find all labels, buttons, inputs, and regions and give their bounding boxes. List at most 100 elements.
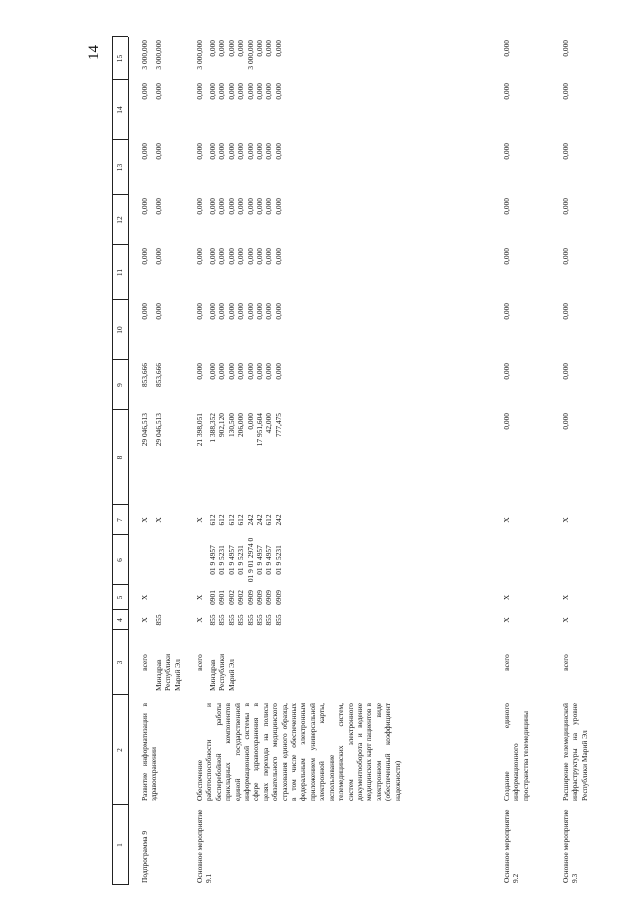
table-cell: 206,000 xyxy=(236,413,246,438)
table-cell: 01 9 01 2974 0 xyxy=(245,537,255,583)
row-label: Основное мероприятие 9.2 xyxy=(502,809,521,883)
table-cell: 0,000 xyxy=(561,413,570,430)
column-number: 1 xyxy=(115,843,124,847)
table-cell: 0901 xyxy=(217,590,227,605)
table-cell: 0,000 xyxy=(195,83,204,100)
table-cell: 0,000 xyxy=(236,143,246,160)
row-description: Создание единого информационного простра… xyxy=(502,703,530,801)
table-cell: 855 xyxy=(273,614,283,626)
table-cell: 0,000 xyxy=(226,248,236,265)
table-cell: 0,000 xyxy=(264,40,274,57)
table-cell: 0,000 xyxy=(255,248,264,265)
table-cell: 0,000 xyxy=(154,83,163,100)
table-cell: 855 xyxy=(245,614,255,626)
table-cell: 0,000 xyxy=(195,303,204,320)
table-cell: 0,000 xyxy=(502,363,511,380)
table-cell: 853,666 xyxy=(154,363,163,388)
table-cell: 0,000 xyxy=(561,363,570,380)
table-cell: 0,000 xyxy=(245,198,255,215)
table-cell: Минздрав Республики Марий Эл xyxy=(208,653,236,691)
table-cell: 0,000 xyxy=(255,143,264,160)
table-cell: 0,000 xyxy=(217,40,227,57)
table-cell: 0,000 xyxy=(208,248,217,265)
row-description: Расширение телемедицинской инфраструктур… xyxy=(561,703,589,801)
table-cell: 01 9 4957 xyxy=(255,545,264,575)
table-cell: X xyxy=(561,517,570,523)
table-cell: 0,000 xyxy=(217,363,227,380)
page-number: 14 xyxy=(86,45,102,60)
column-number: 2 xyxy=(115,748,124,752)
column-number: 7 xyxy=(115,518,124,522)
column-number: 3 xyxy=(115,660,124,665)
table-cell: 29 046,513 xyxy=(154,413,163,447)
table-cell: 0,000 xyxy=(195,363,204,380)
table-cell: X xyxy=(502,517,511,523)
row-label: Подпрограмма 9 xyxy=(140,830,149,883)
table-cell: X xyxy=(502,617,511,623)
table-cell: 0,000 xyxy=(502,413,511,430)
table-cell: 0,000 xyxy=(208,143,217,160)
table-cell: 0,000 xyxy=(245,143,255,160)
table-cell: 0,000 xyxy=(255,40,264,57)
table-cell: 0902 xyxy=(236,590,246,605)
table-cell: 0,000 xyxy=(236,198,246,215)
table-cell: 0,000 xyxy=(502,83,511,100)
table-cell: 0,000 xyxy=(226,143,236,160)
column-number: 12 xyxy=(115,216,124,224)
table-cell: 0,000 xyxy=(226,198,236,215)
table-cell: 0,000 xyxy=(195,143,204,160)
column-number: 15 xyxy=(115,54,124,63)
table-cell: 0,000 xyxy=(502,248,511,265)
table-cell: 0,000 xyxy=(245,303,255,320)
column-number: 4 xyxy=(115,618,124,622)
table-cell: 0,000 xyxy=(264,83,274,100)
table-cell: 3 000,000 xyxy=(140,40,149,70)
table-cell: 0,000 xyxy=(273,248,283,265)
table-cell: 0,000 xyxy=(245,83,255,100)
table-cell: 242 xyxy=(273,514,283,526)
table-cell: 3 000,000 xyxy=(195,40,204,70)
column-number: 8 xyxy=(115,455,124,460)
table-cell: X xyxy=(140,594,149,601)
table-cell: всего xyxy=(561,654,570,671)
table-cell: 612 xyxy=(264,514,274,526)
table-cell: 0,000 xyxy=(195,248,204,265)
table-cell: 0,000 xyxy=(217,303,227,320)
row-label: Основное мероприятие 9.1 xyxy=(195,809,214,883)
table-cell: X xyxy=(140,617,149,623)
column-number: 11 xyxy=(115,268,124,277)
table-cell: 17 951,604 xyxy=(255,413,264,447)
table-cell: всего xyxy=(195,654,204,671)
table-cell: 0,000 xyxy=(264,363,274,380)
table-cell: 0,000 xyxy=(154,198,163,215)
table-cell: 902,120 xyxy=(217,413,227,438)
table-cell: 0,000 xyxy=(208,303,217,320)
header-rule xyxy=(112,37,113,885)
table-cell: X xyxy=(140,517,149,523)
table-cell: 0,000 xyxy=(208,40,217,57)
row-label: Основное мероприятие 9.3 xyxy=(561,809,580,883)
table-cell: 0,000 xyxy=(226,303,236,320)
table-cell: 0,000 xyxy=(236,303,246,320)
table-cell: 0,000 xyxy=(561,198,570,215)
table-cell: 0,000 xyxy=(561,40,570,57)
table-cell: 853,666 xyxy=(140,363,149,388)
table-cell: 3 000,000 xyxy=(245,40,255,70)
table-cell: 0,000 xyxy=(140,248,149,265)
table-cell: 0,000 xyxy=(217,83,227,100)
column-number: 13 xyxy=(115,163,124,172)
table-cell: 0,000 xyxy=(208,363,217,380)
table-cell: 612 xyxy=(217,514,227,526)
table-cell: 0909 xyxy=(255,590,264,605)
table-cell: 0,000 xyxy=(245,363,255,380)
table-cell: всего xyxy=(502,654,511,671)
table-cell: 777,475 xyxy=(273,413,283,438)
table-cell: 855 xyxy=(208,614,217,626)
table-cell: 0,000 xyxy=(273,363,283,380)
table-cell: X xyxy=(195,517,204,523)
table-cell: Минздрав Республики Марий Эл xyxy=(154,653,182,691)
table-cell: 0,000 xyxy=(217,248,227,265)
table-cell: 0,000 xyxy=(140,303,149,320)
table-cell: 0,000 xyxy=(208,83,217,100)
